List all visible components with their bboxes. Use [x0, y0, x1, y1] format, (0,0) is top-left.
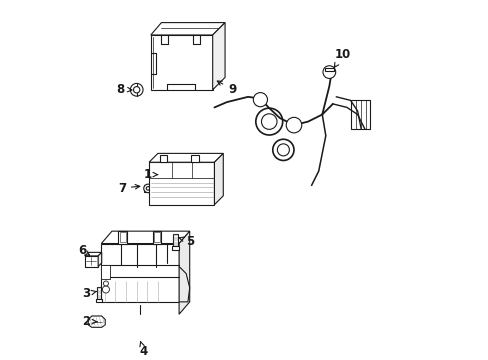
Bar	[97, 287, 101, 301]
Text: 1: 1	[143, 168, 157, 181]
Bar	[150, 35, 212, 90]
Circle shape	[103, 281, 108, 286]
Circle shape	[322, 66, 335, 78]
Bar	[84, 256, 98, 266]
Bar	[173, 234, 177, 248]
Bar	[160, 155, 167, 162]
Circle shape	[255, 108, 282, 135]
Circle shape	[285, 117, 301, 133]
Polygon shape	[101, 231, 189, 243]
Circle shape	[146, 186, 149, 190]
Bar	[101, 265, 110, 279]
Circle shape	[261, 114, 277, 129]
Bar	[149, 162, 214, 204]
Circle shape	[272, 139, 293, 161]
Circle shape	[130, 84, 143, 96]
Bar	[172, 246, 179, 249]
Text: 6: 6	[78, 244, 89, 257]
Bar	[152, 186, 158, 190]
Text: 4: 4	[140, 342, 147, 358]
Circle shape	[253, 93, 267, 107]
Text: 7: 7	[118, 181, 140, 194]
Polygon shape	[88, 316, 105, 327]
Polygon shape	[214, 153, 223, 204]
Text: 9: 9	[217, 81, 236, 95]
Bar	[154, 232, 160, 242]
Circle shape	[133, 87, 140, 93]
Bar	[191, 155, 199, 162]
Bar	[143, 185, 152, 192]
Polygon shape	[150, 23, 224, 35]
Bar	[101, 243, 179, 302]
Bar	[120, 232, 125, 242]
Bar	[350, 100, 369, 129]
Bar	[118, 231, 127, 243]
Text: 5: 5	[179, 235, 193, 248]
Bar	[152, 231, 161, 243]
Polygon shape	[212, 23, 224, 90]
Polygon shape	[98, 252, 102, 266]
Polygon shape	[179, 231, 189, 314]
Bar	[96, 299, 102, 302]
Circle shape	[143, 184, 152, 193]
Circle shape	[102, 286, 109, 293]
Circle shape	[277, 144, 289, 156]
Polygon shape	[84, 252, 102, 256]
Text: 8: 8	[117, 82, 132, 95]
Text: 10: 10	[334, 48, 350, 67]
Polygon shape	[149, 153, 223, 162]
Bar	[325, 68, 333, 71]
Text: 2: 2	[82, 315, 97, 328]
Text: 3: 3	[82, 287, 96, 300]
